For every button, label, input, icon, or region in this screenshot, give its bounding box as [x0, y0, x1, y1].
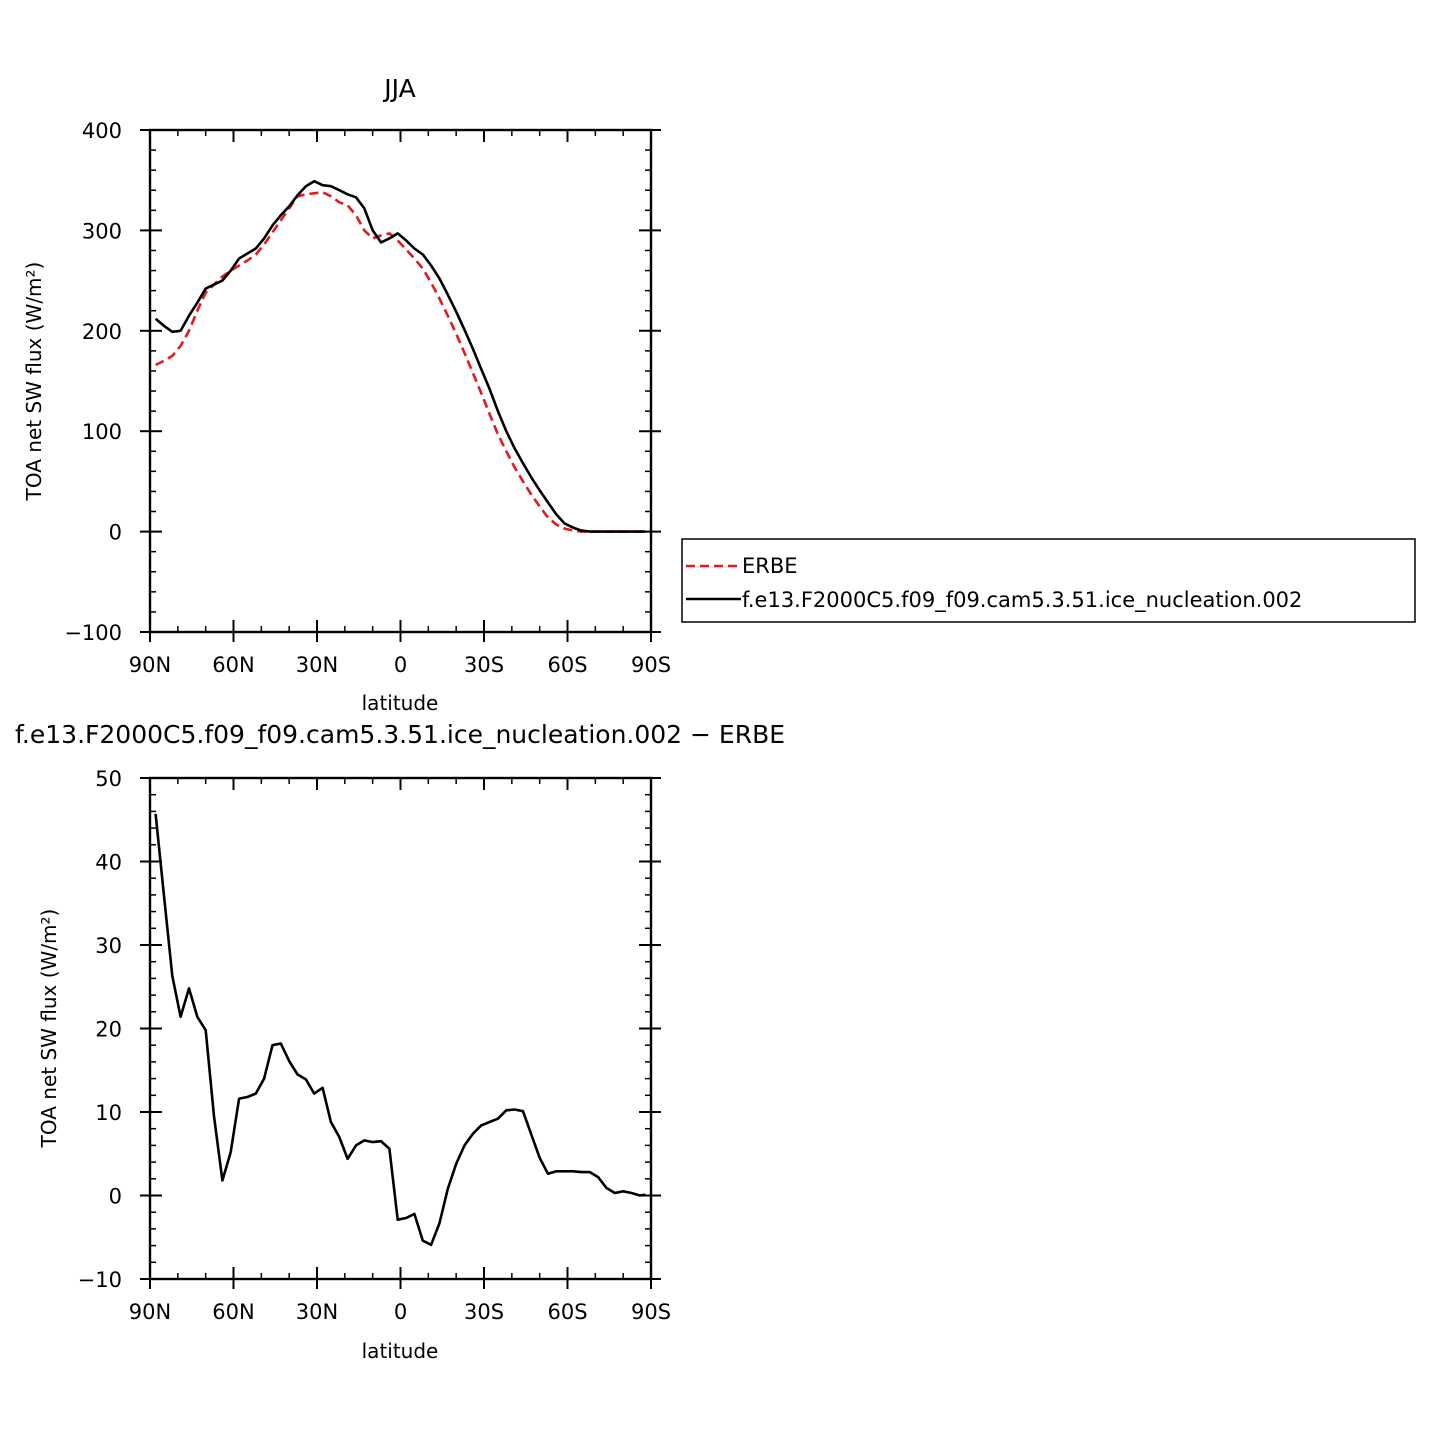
x-tick-label: 0 [394, 653, 407, 677]
legend: ERBE f.e13.F2000C5.f09_f09.cam5.3.51.ice… [681, 538, 1416, 623]
x-tick-label: 30N [296, 653, 338, 677]
x-tick-label: 60N [212, 653, 254, 677]
tick-layer: 90N 60N 30N 0 30S 60S 90S −100 0 100 200 300 400 [64, 119, 671, 677]
x-tick-label: 90S [631, 653, 671, 677]
legend-label-model: f.e13.F2000C5.f09_f09.cam5.3.51.ice_nucl… [742, 588, 1302, 613]
y-tick-label: 40 [95, 851, 122, 875]
x-tick-label: 90N [129, 1300, 171, 1324]
y-axis-label: TOA net SW flux (W/m²) [22, 262, 46, 502]
x-tick-label: 30S [464, 1300, 504, 1324]
x-tick-label: 90N [129, 653, 171, 677]
y-tick-label: 100 [82, 420, 122, 444]
legend-label-erbe: ERBE [742, 554, 798, 578]
y-tick-label: 400 [82, 119, 122, 143]
plot-frame [148, 776, 653, 1281]
plot-frame [148, 128, 653, 634]
y-tick-label: −100 [64, 621, 122, 645]
series-layer [154, 179, 646, 533]
y-tick-label: 200 [82, 320, 122, 344]
tick-layer: 90N 60N 30N 0 30S 60S 90S −10 0 10 20 30 40 50 [78, 767, 671, 1324]
y-tick-label: 20 [95, 1018, 122, 1042]
x-tick-label: 30S [464, 653, 504, 677]
x-tick-label: 0 [394, 1300, 407, 1324]
x-axis-label: latitude [362, 1339, 439, 1363]
x-axis-label: latitude [362, 691, 439, 715]
y-axis-label: TOA net SW flux (W/m²) [37, 909, 61, 1149]
x-tick-label: 60S [547, 1300, 587, 1324]
legend-box [681, 538, 1416, 623]
y-tick-label: 300 [82, 219, 122, 243]
series-layer [154, 813, 646, 1247]
series-line-0 [154, 813, 646, 1247]
y-tick-label: 0 [109, 521, 122, 545]
x-tick-label: 60S [547, 653, 587, 677]
x-tick-label: 60N [212, 1300, 254, 1324]
panel-title: f.e13.F2000C5.f09_f09.cam5.3.51.ice_nucl… [15, 720, 785, 749]
x-tick-label: 30N [296, 1300, 338, 1324]
x-tick-label: 90S [631, 1300, 671, 1324]
difference-panel: f.e13.F2000C5.f09_f09.cam5.3.51.ice_nucl… [15, 720, 785, 1363]
panel-title: JJA [382, 74, 415, 103]
y-tick-label: −10 [78, 1268, 122, 1292]
zonal-mean-panel: JJA 90N 60N 30N 0 30S 60S 90S −100 0 100 200 300 400… [22, 74, 1416, 715]
series-line-0 [155, 190, 646, 533]
y-tick-label: 0 [109, 1185, 122, 1209]
y-tick-label: 50 [95, 767, 122, 791]
y-tick-label: 10 [95, 1101, 122, 1125]
series-line-1 [154, 179, 646, 533]
y-tick-label: 30 [95, 934, 122, 958]
